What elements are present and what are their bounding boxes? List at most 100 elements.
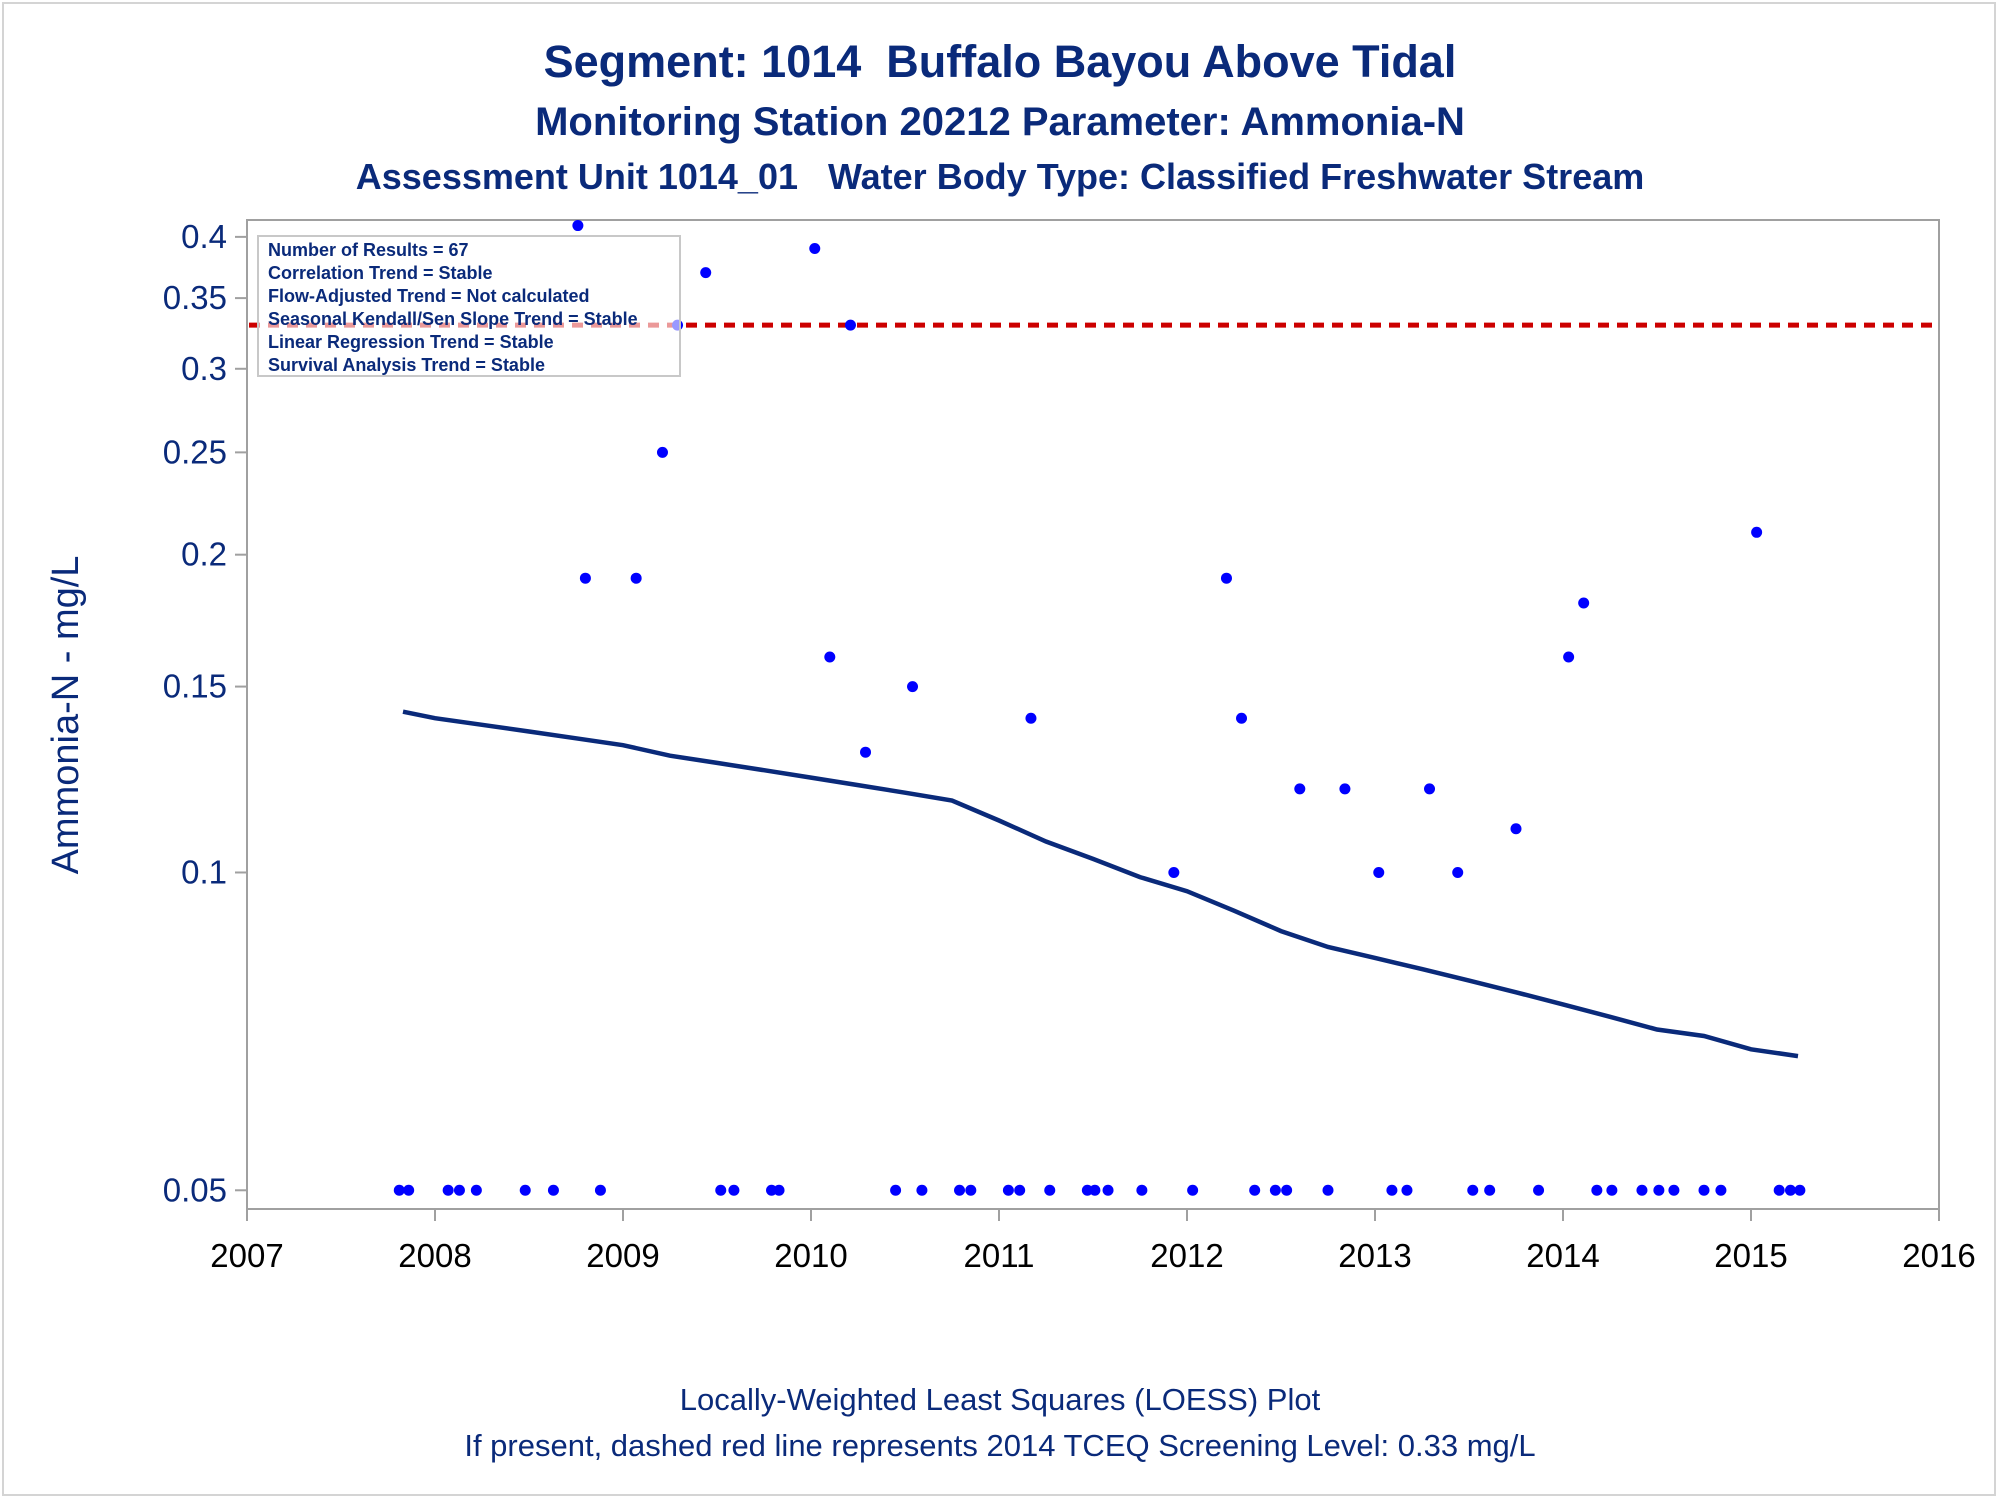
stat-flow-adjusted-trend: Flow-Adjusted Trend = Not calculated bbox=[268, 286, 590, 306]
data-point bbox=[907, 681, 919, 693]
data-point bbox=[393, 1184, 405, 1196]
data-point bbox=[1606, 1184, 1618, 1196]
y-axis: 0.05 0.1 0.15 0.2 0.25 0.3 0.35 0.4 bbox=[163, 218, 247, 1208]
data-point bbox=[890, 1184, 902, 1196]
data-point bbox=[1014, 1184, 1026, 1196]
data-point bbox=[1510, 823, 1522, 835]
data-point bbox=[1044, 1184, 1056, 1196]
x-tick-label: 2012 bbox=[1150, 1237, 1223, 1274]
data-point bbox=[954, 1184, 966, 1196]
stat-seasonal-kendall-trend: Seasonal Kendall/Sen Slope Trend = Stabl… bbox=[268, 309, 638, 329]
footer-note: Locally-Weighted Least Squares (LOESS) P… bbox=[679, 1382, 1321, 1417]
data-point bbox=[860, 746, 872, 758]
data-point bbox=[1089, 1184, 1101, 1196]
x-tick-label: 2015 bbox=[1714, 1237, 1787, 1274]
x-tick-label: 2008 bbox=[398, 1237, 471, 1274]
y-tick-label: 0.25 bbox=[163, 433, 227, 470]
stat-linear-regression-trend: Linear Regression Trend = Stable bbox=[268, 332, 554, 352]
data-point bbox=[700, 267, 712, 279]
y-tick-label: 0.05 bbox=[163, 1171, 227, 1208]
stats-box-frame bbox=[257, 235, 681, 377]
data-point bbox=[766, 1184, 778, 1196]
data-point bbox=[1025, 712, 1037, 724]
trend-stats-box: Number of Results = 67 Correlation Trend… bbox=[257, 235, 681, 377]
data-point bbox=[547, 1184, 559, 1196]
x-tick-label: 2009 bbox=[586, 1237, 659, 1274]
footer-screening-note: If present, dashed red line represents 2… bbox=[464, 1428, 1536, 1463]
data-point bbox=[1698, 1184, 1710, 1196]
data-point bbox=[1386, 1184, 1398, 1196]
data-point bbox=[1636, 1184, 1648, 1196]
data-point bbox=[1784, 1184, 1796, 1196]
data-point bbox=[1339, 783, 1351, 795]
data-point bbox=[579, 572, 591, 584]
data-point bbox=[1281, 1184, 1293, 1196]
data-point bbox=[824, 651, 836, 663]
data-point bbox=[1715, 1184, 1727, 1196]
data-point bbox=[1401, 1184, 1413, 1196]
data-point bbox=[965, 1184, 977, 1196]
chart-subtitle: Monitoring Station 20212 Parameter: Ammo… bbox=[535, 100, 1465, 144]
data-point bbox=[656, 446, 668, 458]
y-tick-label: 0.15 bbox=[163, 668, 227, 705]
data-point bbox=[1187, 1184, 1199, 1196]
data-point bbox=[1751, 526, 1763, 538]
data-point bbox=[1081, 1184, 1093, 1196]
data-point bbox=[1249, 1184, 1261, 1196]
loess-curve bbox=[402, 709, 1799, 1059]
data-point bbox=[1591, 1184, 1603, 1196]
data-point bbox=[453, 1184, 465, 1196]
data-point bbox=[1102, 1184, 1114, 1196]
data-point bbox=[470, 1184, 482, 1196]
y-tick-label: 0.2 bbox=[181, 536, 227, 573]
data-point bbox=[1236, 712, 1248, 724]
data-point bbox=[1136, 1184, 1148, 1196]
y-axis-label: Ammonia-N - mg/L bbox=[45, 556, 87, 875]
data-point bbox=[715, 1184, 727, 1196]
stat-number-of-results: Number of Results = 67 bbox=[268, 240, 469, 260]
data-point bbox=[916, 1184, 928, 1196]
data-point bbox=[1168, 866, 1180, 878]
data-point bbox=[809, 242, 821, 254]
data-point bbox=[1563, 651, 1575, 663]
x-tick-label: 2007 bbox=[210, 1237, 283, 1274]
y-tick-label: 0.4 bbox=[181, 218, 227, 255]
data-point bbox=[1424, 783, 1436, 795]
y-tick-label: 0.35 bbox=[163, 279, 227, 316]
data-point bbox=[1373, 866, 1385, 878]
data-point bbox=[1668, 1184, 1680, 1196]
y-tick-label: 0.3 bbox=[181, 350, 227, 387]
stat-correlation-trend: Correlation Trend = Stable bbox=[268, 263, 493, 283]
data-point bbox=[1452, 866, 1464, 878]
data-point bbox=[1269, 1184, 1281, 1196]
x-tick-label: 2014 bbox=[1526, 1237, 1599, 1274]
data-point bbox=[519, 1184, 531, 1196]
x-tick-label: 2011 bbox=[964, 1237, 1035, 1274]
data-point bbox=[1653, 1184, 1665, 1196]
chart-title: Segment: 1014 Buffalo Bayou Above Tidal bbox=[543, 36, 1457, 87]
x-tick-label: 2010 bbox=[774, 1237, 847, 1274]
data-point bbox=[572, 220, 584, 232]
data-point bbox=[1533, 1184, 1545, 1196]
data-point bbox=[1002, 1184, 1014, 1196]
data-point bbox=[1773, 1184, 1785, 1196]
data-point bbox=[1294, 783, 1306, 795]
x-tick-label: 2013 bbox=[1338, 1237, 1411, 1274]
data-point bbox=[1220, 572, 1232, 584]
data-point bbox=[728, 1184, 740, 1196]
data-point bbox=[1484, 1184, 1496, 1196]
plot-area bbox=[246, 219, 1940, 1210]
x-tick-label: 2016 bbox=[1902, 1237, 1975, 1274]
data-point bbox=[442, 1184, 454, 1196]
chart-subtitle-2: Assessment Unit 1014_01 Water Body Type:… bbox=[355, 156, 1645, 197]
stat-survival-analysis-trend: Survival Analysis Trend = Stable bbox=[268, 355, 545, 375]
data-point bbox=[1578, 597, 1590, 609]
data-point bbox=[403, 1184, 415, 1196]
data-point bbox=[630, 572, 642, 584]
x-axis: 2007 2008 2009 2010 2011 2012 2013 2014 2015 2016 bbox=[210, 1209, 1976, 1274]
data-points bbox=[393, 220, 1806, 1196]
data-point bbox=[594, 1184, 606, 1196]
data-point bbox=[773, 1184, 785, 1196]
